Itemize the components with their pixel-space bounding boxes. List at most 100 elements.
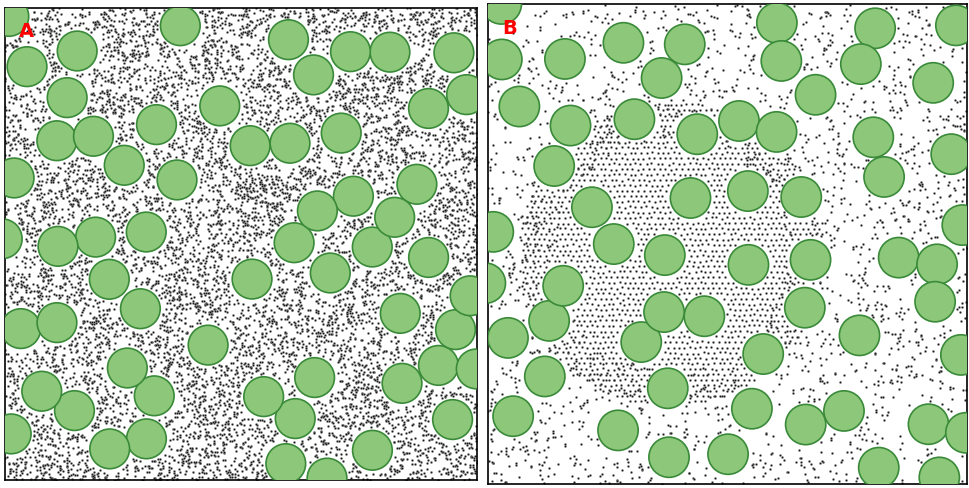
Point — [763, 289, 778, 297]
Point — [491, 194, 507, 202]
Point — [31, 218, 47, 225]
Point — [10, 137, 25, 145]
Point — [780, 362, 796, 370]
Point — [409, 451, 424, 459]
Point — [137, 6, 152, 14]
Point — [89, 341, 105, 349]
Point — [605, 102, 620, 110]
Point — [557, 193, 573, 201]
Point — [743, 144, 759, 152]
Point — [454, 122, 470, 130]
Circle shape — [840, 44, 880, 84]
Point — [127, 255, 142, 263]
Point — [398, 88, 414, 96]
Point — [84, 302, 100, 310]
Point — [144, 183, 160, 191]
Point — [151, 416, 167, 424]
Point — [756, 225, 771, 233]
Point — [67, 180, 82, 188]
Point — [921, 20, 936, 28]
Point — [112, 331, 128, 339]
Point — [78, 357, 93, 365]
Point — [226, 338, 241, 346]
Point — [336, 347, 352, 355]
Point — [69, 435, 84, 443]
Point — [255, 354, 270, 362]
Point — [346, 366, 361, 373]
Point — [100, 204, 115, 212]
Point — [27, 231, 43, 239]
Point — [769, 209, 785, 217]
Point — [237, 474, 253, 482]
Point — [371, 154, 387, 162]
Point — [37, 198, 52, 205]
Point — [47, 62, 63, 70]
Point — [683, 274, 699, 282]
Point — [399, 416, 415, 424]
Point — [84, 379, 100, 387]
Point — [268, 294, 284, 302]
Point — [190, 302, 205, 310]
Point — [498, 447, 514, 455]
Point — [420, 15, 435, 22]
Point — [252, 66, 267, 74]
Point — [317, 235, 332, 243]
Point — [206, 433, 222, 441]
Point — [327, 25, 342, 33]
Point — [415, 321, 430, 329]
Point — [131, 337, 146, 345]
Point — [346, 21, 361, 29]
Point — [338, 450, 354, 458]
Point — [31, 448, 47, 456]
Point — [271, 211, 287, 219]
Point — [99, 113, 114, 121]
Point — [198, 74, 213, 81]
Point — [660, 355, 675, 363]
Point — [65, 355, 80, 363]
Point — [170, 347, 185, 355]
Point — [705, 75, 721, 82]
Point — [786, 327, 801, 335]
Point — [594, 365, 610, 372]
Point — [803, 170, 819, 178]
Point — [245, 204, 261, 212]
Point — [271, 218, 287, 226]
Point — [852, 306, 867, 314]
Point — [213, 165, 229, 173]
Point — [108, 11, 123, 19]
Point — [74, 475, 89, 483]
Point — [366, 283, 382, 291]
Point — [332, 23, 348, 31]
Point — [167, 270, 182, 278]
Point — [83, 348, 99, 356]
Point — [160, 366, 175, 374]
Point — [305, 169, 321, 177]
Point — [848, 111, 863, 119]
Point — [259, 47, 274, 55]
Point — [19, 238, 35, 245]
Point — [418, 413, 433, 421]
Point — [431, 138, 447, 146]
Point — [246, 301, 262, 309]
Point — [423, 302, 439, 310]
Point — [300, 316, 316, 324]
Point — [54, 272, 70, 280]
Point — [494, 365, 510, 372]
Point — [197, 43, 212, 51]
Point — [375, 16, 391, 24]
Point — [103, 16, 118, 24]
Point — [206, 365, 222, 372]
Point — [395, 101, 411, 109]
Point — [263, 156, 278, 163]
Point — [797, 220, 813, 227]
Point — [893, 149, 909, 157]
Point — [326, 341, 341, 349]
Point — [122, 133, 138, 141]
Point — [462, 18, 478, 25]
Point — [243, 222, 259, 229]
Point — [173, 142, 189, 150]
Point — [184, 322, 200, 330]
Point — [164, 296, 179, 304]
Point — [47, 355, 62, 363]
Point — [420, 226, 435, 234]
